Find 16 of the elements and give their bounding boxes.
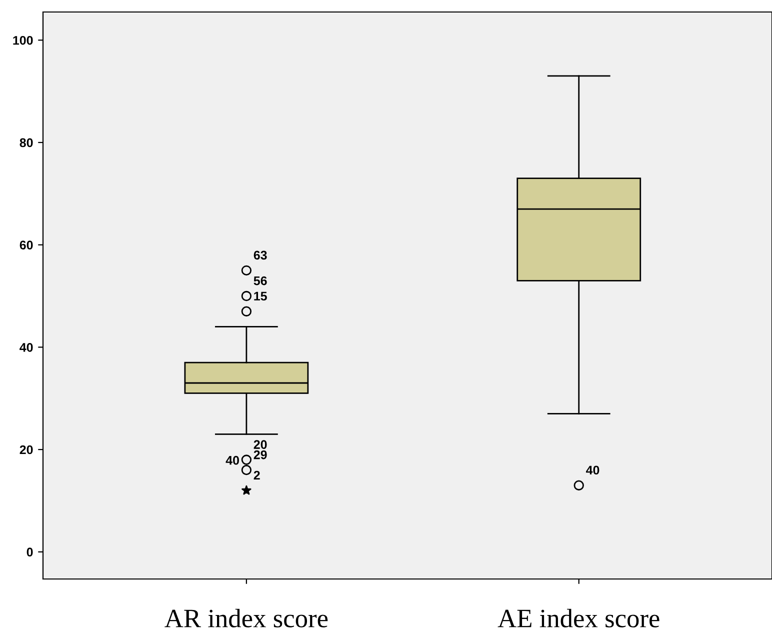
- y-tick-label: 0: [26, 548, 33, 557]
- x-tick-label: AE index score: [498, 608, 660, 628]
- annotation: 20: [254, 440, 267, 449]
- annotation: 40: [586, 466, 600, 475]
- annotation: 2: [254, 470, 260, 480]
- annotation: 63: [254, 250, 267, 260]
- y-tick-label: 20: [20, 445, 33, 454]
- x-tick-label: AR index score: [164, 608, 328, 628]
- y-tick-label: 80: [20, 138, 33, 148]
- y-tick-label: 40: [20, 342, 33, 352]
- annotation: 56: [254, 276, 267, 286]
- annotation: 15: [254, 292, 267, 301]
- annotation: 29: [254, 450, 267, 460]
- y-tick-label: 100: [13, 36, 33, 45]
- annotation: 40: [226, 456, 239, 465]
- y-tick-label: 60: [20, 240, 33, 250]
